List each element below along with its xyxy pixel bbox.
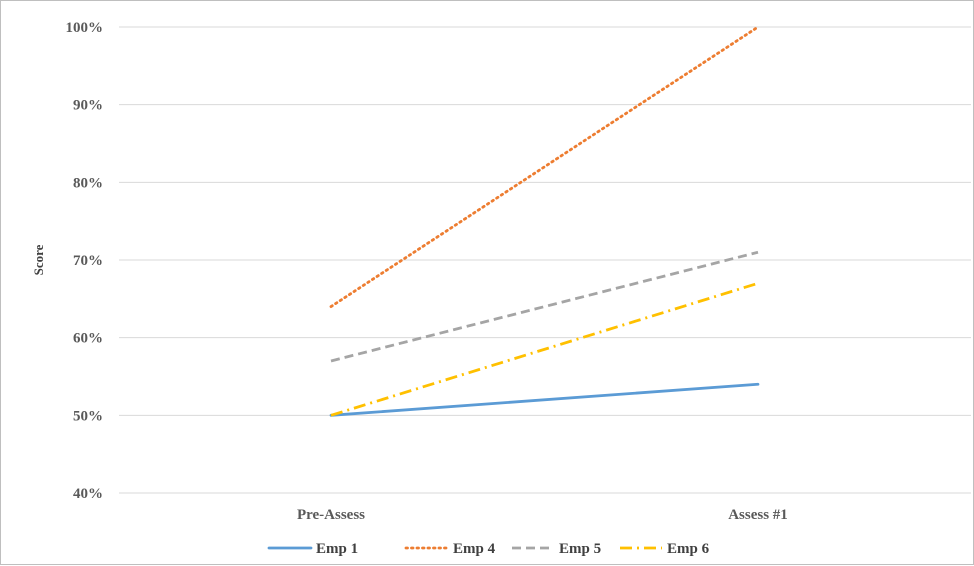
y-tick-label: 70% (73, 253, 103, 269)
x-tick-label: Assess #1 (728, 507, 788, 523)
series-lines (329, 25, 760, 417)
y-tick-label: 80% (73, 175, 103, 191)
legend: Emp 1 Emp 4 Emp 5 Emp 6 (267, 541, 710, 557)
y-tick-label: 50% (73, 408, 103, 424)
legend-label: Emp 5 (559, 541, 601, 557)
gridlines (119, 26, 971, 494)
x-tick-label: Pre-Assess (297, 507, 365, 523)
y-tick-label: 100% (66, 20, 104, 36)
series-line-emp-4 (329, 25, 760, 309)
y-tick-label: 60% (73, 331, 103, 347)
x-axis-ticks: Pre-Assess Assess #1 (297, 507, 788, 523)
legend-label: Emp 4 (453, 541, 496, 557)
y-axis-ticks: 40% 50% 60% 70% 80% 90% 100% (66, 20, 104, 502)
series-line-emp-6 (330, 281, 759, 417)
y-tick-label: 40% (73, 486, 103, 502)
series-line-emp-5 (330, 250, 759, 363)
legend-label: Emp 6 (667, 541, 710, 557)
y-tick-label: 90% (73, 98, 103, 114)
legend-label: Emp 1 (316, 541, 358, 557)
y-axis-title: Score (31, 244, 46, 275)
series-line-emp-1 (329, 382, 760, 417)
